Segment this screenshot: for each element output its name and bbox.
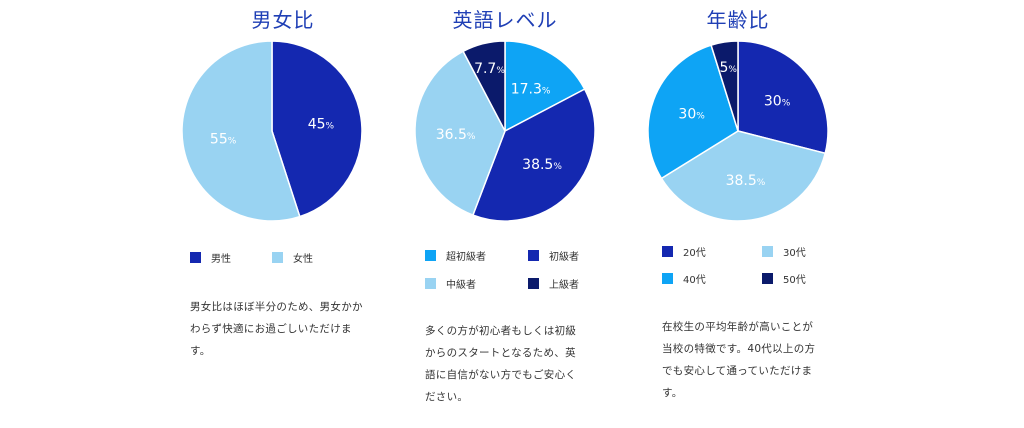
pie-chart-age: 30% 38.5% 30% 5% bbox=[647, 40, 829, 222]
legend-swatch bbox=[425, 277, 436, 289]
pie-slice bbox=[414, 50, 506, 217]
pie-chart-gender: 45% 55% bbox=[181, 40, 363, 222]
chart-description: 多くの方が初心者もしくは初級からのスタートとなるため、英語に自信がない方でもご安… bbox=[425, 325, 577, 403]
pie-data-label: 36.5% bbox=[436, 127, 476, 143]
pie-slice bbox=[471, 88, 596, 222]
chart-title: 年齢比 bbox=[706, 8, 770, 32]
legend-label: 50代 bbox=[783, 274, 806, 286]
legend-label: 初級者 bbox=[549, 251, 579, 263]
chart-panel-age: 年齢比 30% 38.5% 30% 5% 20代 30代 40代 50代 在校生の平均… bbox=[623, 0, 853, 428]
legend-swatch bbox=[762, 272, 773, 284]
pie-slice bbox=[181, 40, 301, 222]
pie-data-label: 7.7% bbox=[474, 61, 505, 77]
legend-item-40s: 40代 bbox=[662, 271, 706, 286]
pie-data-label: 38.5% bbox=[522, 157, 562, 173]
pie-data-label: 30% bbox=[764, 94, 791, 110]
legend-item-male: 男性 bbox=[190, 250, 231, 265]
pie-slice bbox=[710, 40, 739, 132]
legend-swatch bbox=[272, 251, 283, 263]
chart-title: 英語レベル bbox=[452, 8, 558, 32]
chart-panel-gender: 男女比 45% 55% 男性 女性 男女比はほぼ半分のため、男女かかわらず快適にお… bbox=[168, 0, 398, 428]
legend-label: 女性 bbox=[293, 253, 313, 265]
legend-item-intermediate: 中級者 bbox=[425, 276, 476, 291]
legend-swatch bbox=[662, 272, 673, 284]
legend-swatch bbox=[528, 277, 539, 289]
legend-swatch bbox=[528, 249, 539, 261]
pie-data-label: 38.5% bbox=[726, 173, 766, 189]
legend-swatch bbox=[762, 245, 773, 257]
pie-data-label: 5% bbox=[719, 60, 737, 76]
legend-label: 男性 bbox=[211, 253, 231, 265]
pie-chart-english-level: 17.3% 38.5% 36.5% 7.7% bbox=[414, 40, 596, 222]
legend-label: 超初級者 bbox=[446, 251, 486, 263]
pie-slice bbox=[271, 40, 363, 218]
chart-description: 男女比はほぼ半分のため、男女かかわらず快適にお過ごしいただけます。 bbox=[190, 301, 363, 357]
legend-item-beginner: 初級者 bbox=[528, 248, 579, 263]
legend-item-super-beginner: 超初級者 bbox=[425, 248, 486, 263]
pie-slice bbox=[462, 40, 506, 132]
legend-label: 中級者 bbox=[446, 279, 476, 291]
legend-item-female: 女性 bbox=[272, 250, 313, 265]
legend-item-50s: 50代 bbox=[762, 271, 806, 286]
pie-data-label: 30% bbox=[678, 107, 705, 123]
pie-data-label: 55% bbox=[210, 132, 237, 148]
pie-data-label: 17.3% bbox=[511, 82, 551, 98]
legend-swatch bbox=[190, 251, 201, 263]
chart-panel-english-level: 英語レベル 17.3% 38.5% 36.5% 7.7% 超初級者 初級者 中級者 上… bbox=[390, 0, 620, 428]
legend-swatch bbox=[425, 249, 436, 261]
chart-description: 在校生の平均年齢が高いことが当校の特徴です。40代以上の方でも安心して通っていた… bbox=[662, 321, 816, 399]
legend-label: 上級者 bbox=[549, 279, 579, 291]
legend-swatch bbox=[662, 245, 673, 257]
pie-slice bbox=[504, 40, 586, 133]
pie-slice bbox=[737, 40, 829, 155]
pie-data-label: 45% bbox=[308, 116, 335, 132]
legend-label: 40代 bbox=[683, 274, 706, 286]
chart-title: 男女比 bbox=[251, 8, 315, 32]
legend-item-30s: 30代 bbox=[762, 244, 806, 259]
legend-item-advanced: 上級者 bbox=[528, 276, 579, 291]
legend-label: 20代 bbox=[683, 247, 706, 259]
legend-item-20s: 20代 bbox=[662, 244, 706, 259]
legend-label: 30代 bbox=[783, 247, 806, 259]
pie-slice bbox=[647, 44, 739, 180]
